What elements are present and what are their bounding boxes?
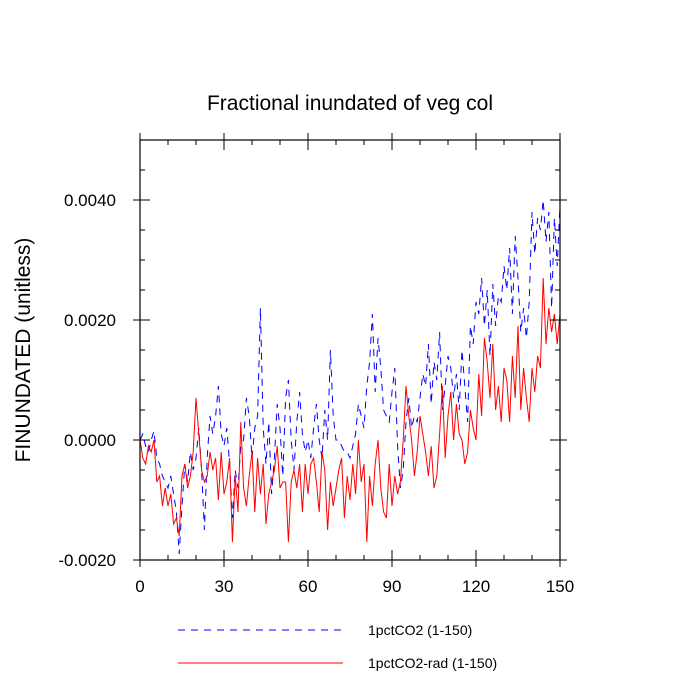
x-tick-label: 0 [135,577,144,596]
x-tick-label: 60 [299,577,318,596]
legend-label-1: 1pctCO2-rad (1-150) [368,655,497,671]
series-line-0 [139,199,561,555]
y-tick-label: 0.0020 [64,311,116,330]
y-tick-label: -0.0020 [58,551,116,570]
legend-label-0: 1pctCO2 (1-150) [368,622,472,638]
plot-area [139,199,561,555]
legend: 1pctCO2 (1-150) 1pctCO2-rad (1-150) [178,622,497,671]
y-tick-label: 0.0000 [64,431,116,450]
x-tick-label: 120 [462,577,490,596]
x-tick-label: 90 [383,577,402,596]
y-tick-label: 0.0040 [64,191,116,210]
axis-ticks: 0 30 60 90 120 150 -0.0020 0.0000 0.0020 0.0040 [58,133,574,596]
y-axis-label: FINUNDATED (unitless) [12,238,35,463]
series-line-1 [139,277,561,543]
x-tick-label: 150 [546,577,574,596]
chart-title: Fractional inundated of veg col [207,92,493,115]
x-tick-label: 30 [215,577,234,596]
